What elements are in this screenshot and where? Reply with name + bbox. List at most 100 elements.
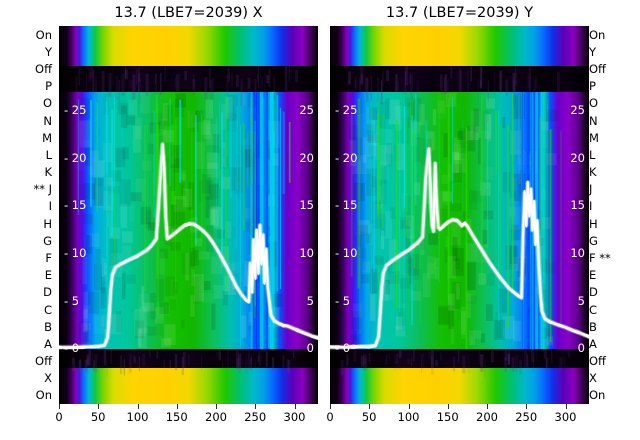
category-label-l-7: L <box>45 147 52 162</box>
x-tick-mark <box>330 404 331 409</box>
category-label-b-17: B <box>44 319 52 334</box>
x-tick-mark <box>447 404 449 409</box>
x-tick-label: 100 <box>397 410 420 424</box>
y-tick-label: 20 <box>299 150 314 165</box>
category-label-a-18: A <box>589 336 597 351</box>
category-label-k-8: K <box>44 165 52 179</box>
y-tick-label: 0 <box>577 341 585 356</box>
category-label-off-19: Off <box>589 354 606 368</box>
category-label-on-21: On <box>589 388 606 403</box>
category-label-c-16: C <box>589 302 598 317</box>
y-tick-label: 0 <box>306 341 314 356</box>
x-tick-mark <box>216 404 217 409</box>
x-axis-left: 0 50 100 150 200 250 300 <box>55 404 318 440</box>
category-label-n-5: N <box>43 113 52 128</box>
category-label-o-4: O <box>42 96 52 111</box>
category-label-x-20: X <box>44 371 52 386</box>
x-tick-label: 200 <box>476 410 498 424</box>
y-tick-label: - 25 <box>64 103 87 118</box>
category-label-m-6: M <box>42 130 52 145</box>
category-label-x-20: X <box>589 371 597 386</box>
x-tick-label: 200 <box>205 410 227 424</box>
y-tick-label: - 0 <box>64 341 80 356</box>
heatmap-band-bottom-band <box>330 368 589 404</box>
category-label-h-11: H <box>589 216 598 231</box>
y-tick-label: 5 <box>577 293 585 308</box>
category-label-y-1: Y <box>589 44 597 59</box>
y-tick-label: - 15 <box>335 198 358 213</box>
heatmap-band-main-body <box>59 92 318 350</box>
x-axis-right: 0 50 100 150 200 250 300 <box>326 404 589 440</box>
trace-right <box>330 146 589 350</box>
category-label-i-10: I <box>48 199 52 214</box>
x-tick-mark <box>176 404 178 409</box>
category-label-y-1: Y <box>44 44 52 59</box>
category-label-h-11: H <box>43 216 52 231</box>
y-tick-label: - 0 <box>335 341 351 356</box>
category-label-a-18: A <box>44 336 52 351</box>
category-label-c-16: C <box>43 302 52 317</box>
y-tick-label: 25 <box>299 103 314 118</box>
category-label-f-13: F <box>45 251 52 265</box>
category-label-e-14: E <box>589 268 597 283</box>
category-label-off-2: Off <box>589 62 606 76</box>
y-tick-label: - 10 <box>64 245 87 260</box>
panel-left[interactable]: - 0 0 - 5 5 - 10 10 - 15 15 - 20 20 - 25 25 <box>59 26 318 404</box>
heatmap-band-gap-upper <box>330 65 589 93</box>
x-tick-label: 250 <box>515 410 538 424</box>
category-label-on-0: On <box>589 27 606 42</box>
category-label-off-2: Off <box>35 62 52 76</box>
y-tick-label: - 15 <box>64 198 87 213</box>
y-tick-label: 10 <box>570 245 585 260</box>
x-tick-label: 50 <box>361 410 377 424</box>
panel-right[interactable]: - 0 0 - 5 5 - 10 10 - 15 15 - 20 20 - 25 25 <box>330 26 589 404</box>
category-label-on-21: On <box>35 388 52 403</box>
category-label-g-12: G <box>589 233 598 248</box>
heatmap-right: - 0 0 - 5 5 - 10 10 - 15 15 - 20 20 - 25 25 <box>330 26 589 404</box>
category-label-off-19: Off <box>35 354 52 368</box>
category-label-i-10: I <box>589 199 593 214</box>
y-tick-label: - 5 <box>64 293 80 308</box>
category-label-p-3: P <box>45 79 52 94</box>
x-tick-mark <box>255 404 257 409</box>
category-label-o-4: O <box>589 96 599 111</box>
x-tick-label: 150 <box>165 410 188 424</box>
x-tick-mark <box>98 404 100 409</box>
category-axis-east: On Y Off P O N M L K J I H G F ** E D C B A Off X On <box>584 26 640 404</box>
category-label-j-9: ** J <box>33 182 52 197</box>
heatmap-left: - 0 0 - 5 5 - 10 10 - 15 15 - 20 20 - 25 25 <box>59 26 318 404</box>
y-tick-label: 15 <box>570 198 585 213</box>
heatmap-band-top-band <box>59 26 318 66</box>
y-tick-label: 20 <box>570 150 585 165</box>
category-axis-west: On Y Off P O N M L K ** J I H G F E D C B A Off X On <box>0 26 56 404</box>
y-tick-label: - 5 <box>335 293 351 308</box>
category-label-d-15: D <box>43 285 52 300</box>
category-label-b-17: B <box>589 319 597 334</box>
heatmap-band-gap-lower <box>59 349 318 369</box>
category-label-g-12: G <box>43 233 52 248</box>
x-tick-mark <box>369 404 371 409</box>
heatmap-band-gap-lower <box>330 349 589 369</box>
x-tick-mark <box>565 404 567 409</box>
x-tick-label: 50 <box>90 410 106 424</box>
category-label-m-6: M <box>589 130 599 145</box>
category-label-p-3: P <box>589 79 596 94</box>
heatmap-band-top-band <box>330 26 589 66</box>
x-tick-mark <box>408 404 410 409</box>
y-tick-label: - 10 <box>335 245 358 260</box>
category-label-on-0: On <box>35 27 52 42</box>
category-label-f-13: F ** <box>589 251 611 265</box>
x-tick-label: 250 <box>244 410 267 424</box>
panel-title-right: 13.7 (LBE7=2039) Y <box>385 5 534 21</box>
x-tick-label: 0 <box>326 410 334 424</box>
x-tick-label: 100 <box>126 410 149 424</box>
heatmap-band-gap-upper <box>59 65 318 93</box>
x-tick-mark <box>137 404 139 409</box>
x-tick-mark <box>294 404 296 409</box>
category-label-l-7: L <box>589 147 596 162</box>
category-label-d-15: D <box>589 285 598 300</box>
category-label-k-8: K <box>589 165 597 179</box>
category-label-j-9: J <box>589 182 593 197</box>
category-label-e-14: E <box>44 268 52 283</box>
